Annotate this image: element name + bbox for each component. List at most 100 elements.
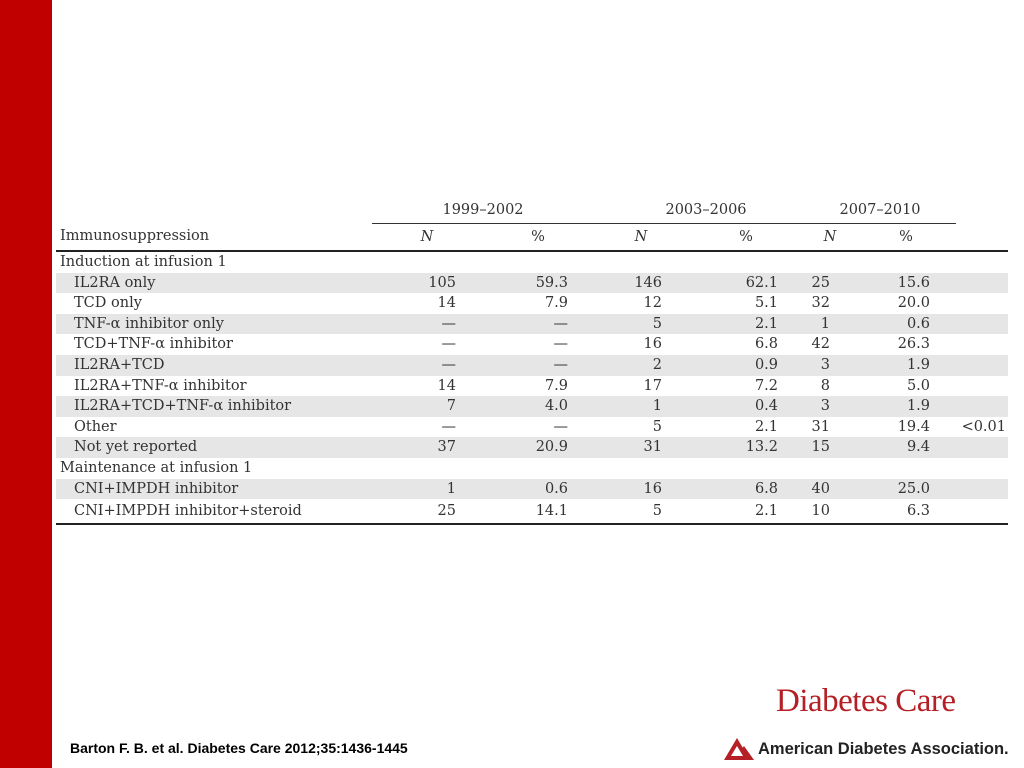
cell-percent: 59.3 (482, 272, 594, 294)
table-row: TNF-α inhibitor only — —5 2.1 1 0.6 (56, 313, 1008, 335)
row-label: Not yet reported (56, 437, 372, 458)
cell-percent: 1.9 (856, 354, 956, 376)
cell-percent: 13.2 (688, 437, 804, 458)
cell-n: 16 (594, 478, 688, 500)
cell-n: 14 (437, 295, 456, 312)
cell-percent: 2.1 (754, 418, 778, 435)
cell-percent: — (482, 313, 594, 335)
period-label: 2007–2010 (804, 195, 956, 224)
cell-p-value (956, 499, 1008, 526)
row-label: TCD only (74, 295, 142, 312)
organization-name: American Diabetes Association. (758, 739, 1009, 758)
cell-percent: 25.0 (856, 478, 956, 500)
table-row: IL2RA+TNF-α inhibitor 14 7.9 17 7.2 8 5.0 (56, 376, 1008, 397)
ada-triangle-icon (724, 738, 754, 760)
cell-n: 32 (811, 295, 830, 312)
cell-percent: 7.9 (544, 295, 568, 312)
cell-n: 40 (804, 478, 856, 500)
table-row: Other — — 5 2.1 31 19.4 <0.01 (56, 417, 1008, 438)
row-label: TNF-α inhibitor only (56, 313, 372, 335)
cell-n: 37 (372, 437, 482, 458)
row-label: IL2RA+TCD (56, 354, 372, 376)
cell-percent: 20.0 (897, 295, 930, 312)
cell-percent: 5.0 (906, 377, 930, 394)
column-header-n: N (372, 223, 482, 252)
row-label: CNI+IMPDH inhibitor (56, 478, 372, 500)
cell-percent: 0.4 (688, 396, 804, 417)
cell-n: 105 (372, 272, 482, 294)
column-header-pct: % (856, 223, 956, 252)
cell-percent: 6.8 (754, 336, 778, 353)
cell-n: 5 (594, 313, 688, 335)
cell-n: 16 (643, 336, 662, 353)
cell-p-value (956, 272, 1008, 294)
row-label: Other (74, 418, 117, 435)
cell-percent: 62.1 (688, 272, 804, 294)
cell-n: 1 (372, 478, 482, 500)
section-header-row: Induction at infusion 1 (56, 251, 1008, 273)
cell-percent: 5.1 (754, 295, 778, 312)
column-header-pct: % (688, 223, 804, 252)
cell-n: 1 (804, 313, 856, 335)
cell-percent: 0.9 (688, 354, 804, 376)
journal-logo: Diabetes Care (776, 683, 956, 719)
cell-p-value (956, 334, 1008, 355)
cell-percent: 7.2 (754, 377, 778, 394)
cell-p-value (956, 354, 1008, 376)
period-label: 2003–2006 (594, 195, 804, 224)
table-body: Induction at infusion 1 IL2RA only 105 59.3… (56, 251, 1008, 526)
column-header-pct: % (482, 223, 594, 252)
table-row: IL2RA+TCD+TNF-α inhibitor 7 4.0 1 0.4 3 1.9 (56, 396, 1008, 417)
cell-p-value (956, 396, 1008, 417)
column-header-n: N (594, 223, 688, 252)
cell-n: 25 (372, 499, 482, 526)
column-header-n: N (804, 223, 856, 252)
side-accent-bar (0, 0, 52, 768)
cell-percent: 15.6 (856, 272, 956, 294)
cell-percent: 26.3 (897, 336, 930, 353)
cell-n: 12 (643, 295, 662, 312)
column-header-label: Immunosuppression (56, 223, 372, 252)
row-label: IL2RA only (56, 272, 372, 294)
cell-n: — (441, 336, 457, 353)
ada-logo: American Diabetes Association. (724, 736, 1009, 762)
section-header-row: Maintenance at infusion 1 (56, 458, 1008, 479)
cell-n: 17 (643, 377, 662, 394)
citation-text: Barton F. B. et al. Diabetes Care 2012;3… (70, 740, 408, 756)
cell-n: 7 (372, 396, 482, 417)
cell-percent: 6.8 (688, 478, 804, 500)
cell-p-value: <0.01 (961, 418, 1006, 435)
table-row: CNI+IMPDH inhibitor+steroid 25 14.1 5 2.1 10 6… (56, 499, 1008, 526)
row-label: TCD+TNF-α inhibitor (74, 336, 233, 353)
cell-percent: 9.4 (856, 437, 956, 458)
cell-n: 25 (804, 272, 856, 294)
cell-percent: 4.0 (482, 396, 594, 417)
table-row: IL2RA only 105 59.3 146 62.1 25 15.6 (56, 272, 1008, 294)
table-row: IL2RA+TCD — —2 0.9 3 1.9 (56, 354, 1008, 376)
cell-n: 31 (811, 418, 830, 435)
immunosuppression-table: 1999–2002 2003–2006 2007–2010 Immunosupp… (56, 195, 1008, 526)
cell-percent: 2.1 (688, 313, 804, 335)
cell-percent: 2.1 (688, 499, 804, 526)
cell-percent: 0.6 (482, 478, 594, 500)
cell-percent: 0.6 (856, 313, 956, 335)
cell-percent: 14.1 (482, 499, 594, 526)
cell-n: — (372, 354, 482, 376)
cell-n: 1 (594, 396, 688, 417)
cell-percent: 7.9 (544, 377, 568, 394)
cell-percent: 19.4 (897, 418, 930, 435)
period-label: 1999–2002 (372, 195, 594, 224)
cell-p-value (956, 293, 1008, 314)
row-label: CNI+IMPDH inhibitor+steroid (56, 499, 372, 526)
row-label: IL2RA+TNF-α inhibitor (74, 377, 247, 394)
table-row: CNI+IMPDH inhibitor 1 0.6 16 6.8 40 25.0 (56, 478, 1008, 500)
table-row: TCD+TNF-α inhibitor — — 16 6.8 42 26.3 (56, 334, 1008, 355)
cell-n: 15 (804, 437, 856, 458)
cell-n: 8 (820, 377, 830, 394)
cell-p-value (956, 376, 1008, 397)
immunosuppression-table-container: 1999–2002 2003–2006 2007–2010 Immunosupp… (56, 195, 1008, 526)
column-header-row: Immunosuppression N % N % N % (56, 223, 1008, 252)
cell-n: 3 (804, 396, 856, 417)
cell-n: 14 (437, 377, 456, 394)
cell-percent: — (553, 418, 569, 435)
